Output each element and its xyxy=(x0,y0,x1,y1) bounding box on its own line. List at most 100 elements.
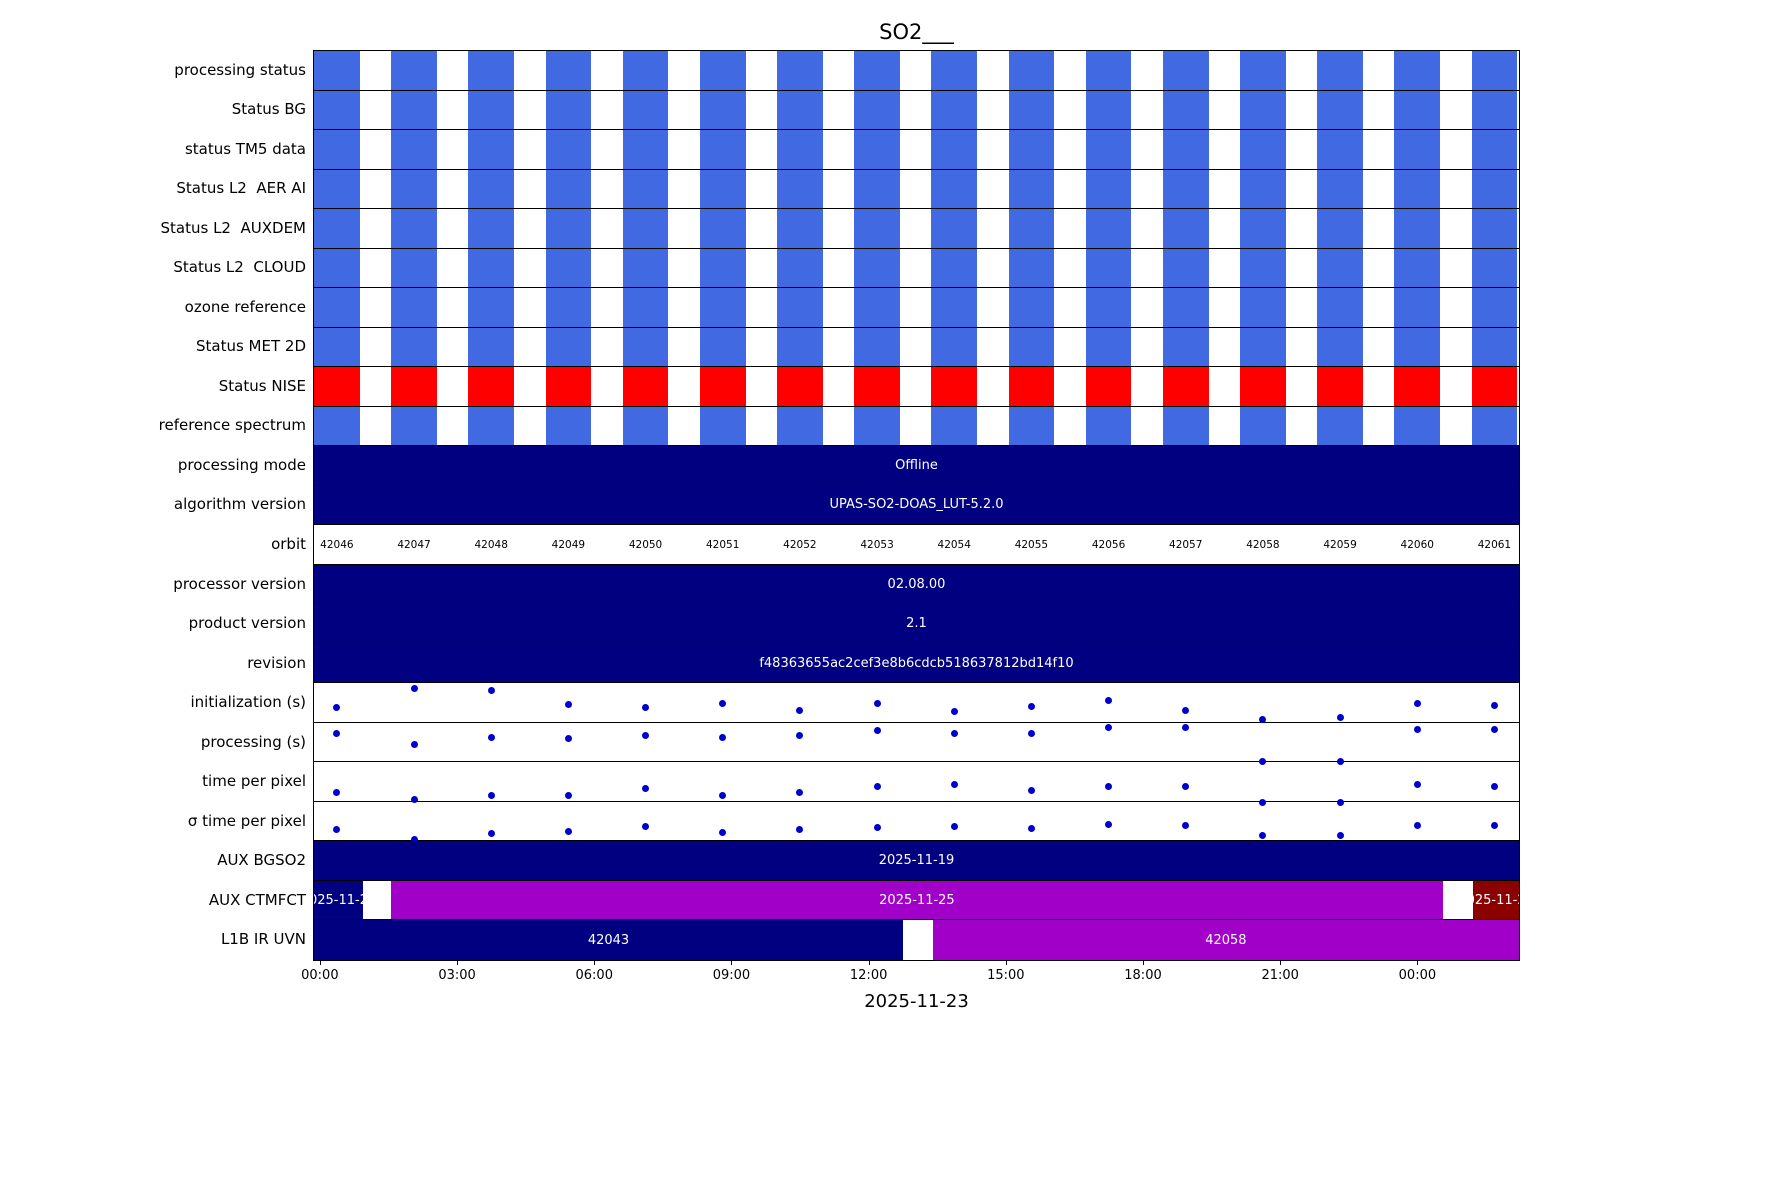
x-tick-mark xyxy=(868,961,870,965)
orbit-block-42056 xyxy=(1085,130,1132,169)
orbit-block-42060 xyxy=(1394,327,1441,367)
x-tick-label: 21:00 xyxy=(1261,968,1299,983)
orbit-block-42050 xyxy=(622,209,669,248)
orbit-block-42057 xyxy=(1162,51,1209,90)
data-point xyxy=(1490,726,1498,734)
x-tick-label: 18:00 xyxy=(1124,968,1162,983)
data-point xyxy=(1413,781,1421,789)
row-processor-version: 02.08.00 xyxy=(314,564,1519,605)
orbit-number-label: 42049 xyxy=(551,538,586,551)
orbit-block-42048 xyxy=(468,367,515,406)
orbit-block-42059 xyxy=(1317,248,1363,288)
orbit-block-42058 xyxy=(1240,367,1286,406)
row-sigma-time-per-pixel xyxy=(314,802,1519,843)
segment-aux-ctmfct: 2025-11-24 xyxy=(314,880,363,920)
orbit-block-42050 xyxy=(622,130,669,169)
orbit-block-42051 xyxy=(699,90,746,130)
data-point xyxy=(950,729,958,737)
data-point xyxy=(410,835,418,843)
orbit-block-42059 xyxy=(1317,90,1363,130)
row-orbit: 42046 42047 42048 42049 42050 42051 42052 42053… xyxy=(314,525,1519,565)
segment-l1b-ir-uvn: 42058 xyxy=(932,920,1519,960)
orbit-block-42058 xyxy=(1240,327,1286,367)
orbit-block-42048 xyxy=(468,288,515,327)
data-point xyxy=(1413,725,1421,733)
orbit-block-42058 xyxy=(1240,130,1286,169)
orbit-block-42052 xyxy=(777,51,823,90)
data-point xyxy=(487,830,495,838)
segment-aux-ctmfct: 2025-11-25 xyxy=(390,880,1444,920)
x-tick-label: 06:00 xyxy=(575,968,613,983)
orbit-block-42061 xyxy=(1471,367,1518,406)
orbit-block-42052 xyxy=(777,209,823,248)
orbit-block-42053 xyxy=(854,406,900,446)
x-axis-date-label: 2025-11-23 xyxy=(864,991,969,1012)
data-point xyxy=(1259,716,1267,724)
orbit-block-42046 xyxy=(314,51,360,90)
row-label-status-nise: Status NISE xyxy=(218,376,306,395)
orbit-block-42052 xyxy=(777,406,823,446)
orbit-block-42048 xyxy=(468,51,515,90)
orbit-block-42047 xyxy=(391,209,437,248)
row-label-status-l2-aer-ai: Status L2 AER AI xyxy=(176,179,306,198)
row-status-l2-aer-ai xyxy=(314,169,1519,210)
orbit-number-label: 42060 xyxy=(1400,538,1434,551)
orbit-number-label: 42059 xyxy=(1323,538,1357,551)
orbit-block-42050 xyxy=(622,367,669,406)
row-initialization-s xyxy=(314,683,1519,724)
orbit-number-label: 42050 xyxy=(628,538,663,551)
orbit-block-42056 xyxy=(1085,51,1132,90)
bar-aux-bgso2: 2025-11-19 xyxy=(314,841,1519,880)
orbit-number-label: 42048 xyxy=(474,538,508,551)
orbit-block-42058 xyxy=(1240,288,1286,327)
data-point xyxy=(642,704,650,712)
orbit-block-42046 xyxy=(314,90,360,130)
orbit-block-42050 xyxy=(622,51,669,90)
orbit-block-42058 xyxy=(1240,209,1286,248)
orbit-block-42059 xyxy=(1317,367,1363,406)
row-label-processing-mode: processing mode xyxy=(177,455,306,474)
orbit-number-label: 42054 xyxy=(937,538,971,551)
row-revision: f48363655ac2cef3e8b6cdcb518637812bd14f10 xyxy=(314,643,1519,684)
orbit-block-42056 xyxy=(1085,248,1132,288)
row-aux-bgso2: 2025-11-19 xyxy=(314,841,1519,881)
orbit-block-42055 xyxy=(1008,209,1055,248)
row-status-l2-cloud xyxy=(314,248,1519,289)
x-tick-label: 00:00 xyxy=(1398,968,1437,983)
x-tick-label: 09:00 xyxy=(712,968,751,983)
orbit-block-42049 xyxy=(545,288,592,327)
orbit-block-42058 xyxy=(1240,90,1286,130)
data-point xyxy=(950,707,958,715)
orbit-block-42051 xyxy=(699,130,746,169)
orbit-block-42056 xyxy=(1085,209,1132,248)
orbit-block-42051 xyxy=(699,51,746,90)
orbit-block-42049 xyxy=(545,367,592,406)
data-point xyxy=(796,788,804,796)
data-point xyxy=(1105,782,1113,790)
orbit-block-42049 xyxy=(545,406,592,446)
orbit-block-42048 xyxy=(468,209,515,248)
orbit-block-42057 xyxy=(1162,169,1209,209)
data-point xyxy=(1105,723,1113,731)
orbit-block-42061 xyxy=(1471,90,1518,130)
data-point xyxy=(487,734,495,742)
x-tick-mark xyxy=(457,961,459,965)
orbit-block-42060 xyxy=(1394,406,1441,446)
orbit-block-42051 xyxy=(699,406,746,446)
data-point xyxy=(719,700,727,708)
orbit-block-42054 xyxy=(931,130,978,169)
orbit-block-42054 xyxy=(931,90,978,130)
orbit-block-42057 xyxy=(1162,248,1209,288)
orbit-block-42056 xyxy=(1085,327,1132,367)
orbit-block-42055 xyxy=(1008,288,1055,327)
data-point xyxy=(1105,697,1113,705)
orbit-block-42060 xyxy=(1394,130,1441,169)
row-label-status-l2-cloud: Status L2 CLOUD xyxy=(173,258,306,277)
orbit-block-42053 xyxy=(854,327,900,367)
row-label-initialization-s: initialization (s) xyxy=(190,693,306,712)
segment-l1b-ir-uvn: 42043 xyxy=(314,920,903,960)
data-point xyxy=(796,826,804,834)
row-label-time-per-pixel: time per pixel xyxy=(202,772,306,791)
orbit-block-42049 xyxy=(545,248,592,288)
orbit-block-42048 xyxy=(468,130,515,169)
